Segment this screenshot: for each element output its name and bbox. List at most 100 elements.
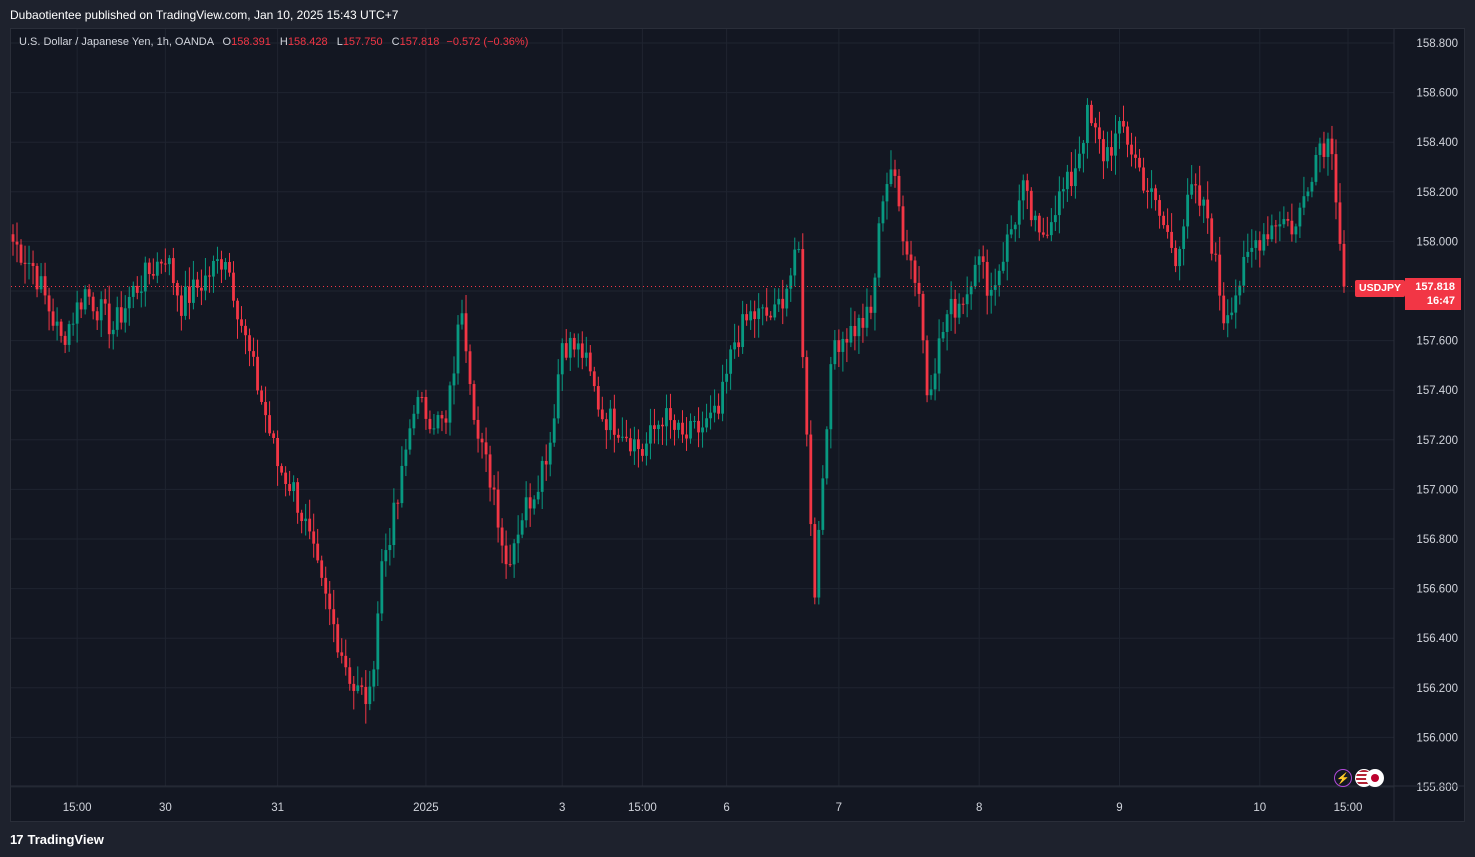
candle-body [600,409,604,420]
y-tick-label: 157.400 [1416,385,1458,397]
candle-body [1158,200,1161,216]
candle-body [909,254,913,261]
candle-body [396,502,400,504]
candle-body [15,241,19,245]
candle-body [372,669,376,687]
x-tick-label: 8 [976,802,982,814]
candle-body [697,420,700,433]
candle-body [1005,234,1009,262]
candle-body [1053,215,1057,223]
candle-body [1057,191,1061,216]
candle-body [620,436,624,438]
candle-body [1110,147,1113,156]
candle-body [1274,225,1278,227]
candle-body [240,319,243,326]
candle-body [612,408,616,435]
candle-body [308,518,312,532]
candle-body [412,413,416,429]
x-tick-label: 15:00 [1334,802,1363,814]
tradingview-brand[interactable]: 17 TradingView [10,832,104,847]
candle-body [67,324,71,345]
candle-body [825,429,829,479]
candle-body [1206,199,1210,219]
candle-body [47,295,51,312]
candle-body [1266,234,1270,240]
candle-body [869,306,873,313]
candle-body [965,294,969,305]
candle-body [741,314,745,348]
candle-body [1342,243,1346,287]
candle-body [480,438,484,443]
candle-body [512,543,516,565]
candle-body [1041,232,1045,235]
candle-body [484,442,488,455]
candle-body [1029,190,1033,221]
candle-body [252,351,255,357]
candle-body [336,624,340,653]
candle-body [344,655,348,668]
japan-flag-icon[interactable] [1366,769,1384,787]
candle-body [1254,240,1258,248]
candle-body [304,518,308,522]
candle-body [1194,184,1198,186]
candle-body [929,389,933,396]
candle-body [977,256,981,265]
candle-body [444,418,448,423]
candle-body [71,323,75,325]
candle-body [628,438,632,452]
candle-body [1190,184,1194,195]
candle-body [1250,247,1254,252]
candle-body [1282,219,1286,225]
candle-body [536,491,540,500]
candle-body [368,686,372,705]
candle-body [701,427,704,433]
legend-high-value: 158.428 [287,36,328,48]
candle-body [1154,188,1157,201]
candle-body [39,276,43,290]
candle-body [55,321,59,326]
candle-body [1246,251,1250,257]
candle-body [212,260,215,277]
y-tick-label: 158.400 [1416,137,1458,149]
candle-body [789,275,793,289]
candle-body [196,279,199,288]
candle-body [204,275,207,291]
candle-body [665,408,668,427]
candle-body [248,335,251,352]
candle-body [737,342,741,348]
candle-body [356,685,360,691]
candle-body [436,415,440,429]
candle-body [328,593,332,610]
candle-body [657,424,660,430]
candle-body [1013,224,1017,230]
candle-body [312,531,316,544]
candle-body [244,325,247,336]
lightning-icon[interactable]: ⚡ [1334,769,1352,787]
candle-body [1078,153,1081,169]
candle-body [845,338,849,343]
candle-body [1230,312,1234,316]
candle-body [685,434,688,439]
candlestick-chart[interactable]: 158.800 158.600 158.400 158.200 158.000 157.8… [11,29,1464,821]
candle-body [829,364,833,430]
candle-body [528,497,532,509]
candle-body [388,545,392,551]
candle-body [552,418,556,443]
candle-body [115,307,119,330]
candle-body [135,285,139,293]
candle-body [276,437,279,467]
candle-body [1162,215,1165,226]
candle-body [645,443,648,456]
chart-pane[interactable]: 158.800 158.600 158.400 158.200 158.000 157.8… [10,28,1465,822]
candle-body [580,343,584,358]
candle-body [1258,240,1262,251]
candle-body [1302,196,1306,208]
candle-body [1025,180,1029,191]
candle-body [500,527,504,546]
candle-body [99,299,103,321]
candle-body [564,343,568,358]
candle-body [59,321,63,336]
candle-body [1142,167,1145,191]
y-tick-label: 156.400 [1416,633,1458,645]
candle-body [139,291,143,293]
